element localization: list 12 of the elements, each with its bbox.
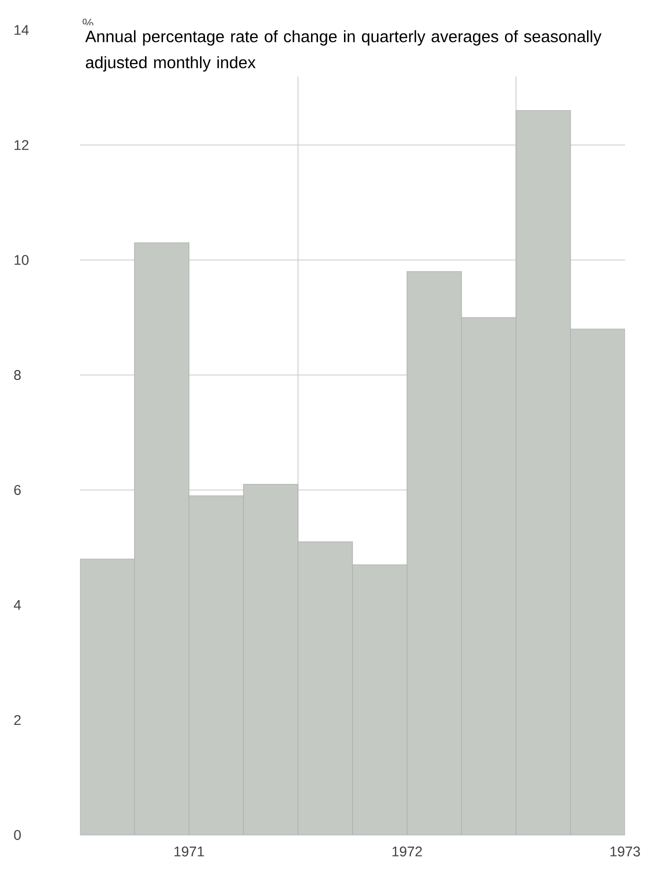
x-tick-label: 1973	[610, 846, 640, 856]
y-tick-label: 4	[14, 600, 21, 610]
y-tick-label: 0	[14, 830, 21, 840]
y-tick-label: 12	[14, 140, 28, 150]
y-tick-label: 10	[14, 255, 29, 265]
y-tick-label: 6	[14, 485, 21, 495]
x-tick-label: 1972	[392, 846, 422, 856]
y-tick-label: 8	[14, 370, 21, 380]
y-tick-label: 14	[14, 25, 29, 35]
text: Annual percentage rate of change in quarterly averages of seasonally adjusted monthly index	[85, 30, 602, 72]
y-tick-label: 2	[14, 715, 21, 725]
x-tick-label: 1971	[174, 846, 204, 856]
